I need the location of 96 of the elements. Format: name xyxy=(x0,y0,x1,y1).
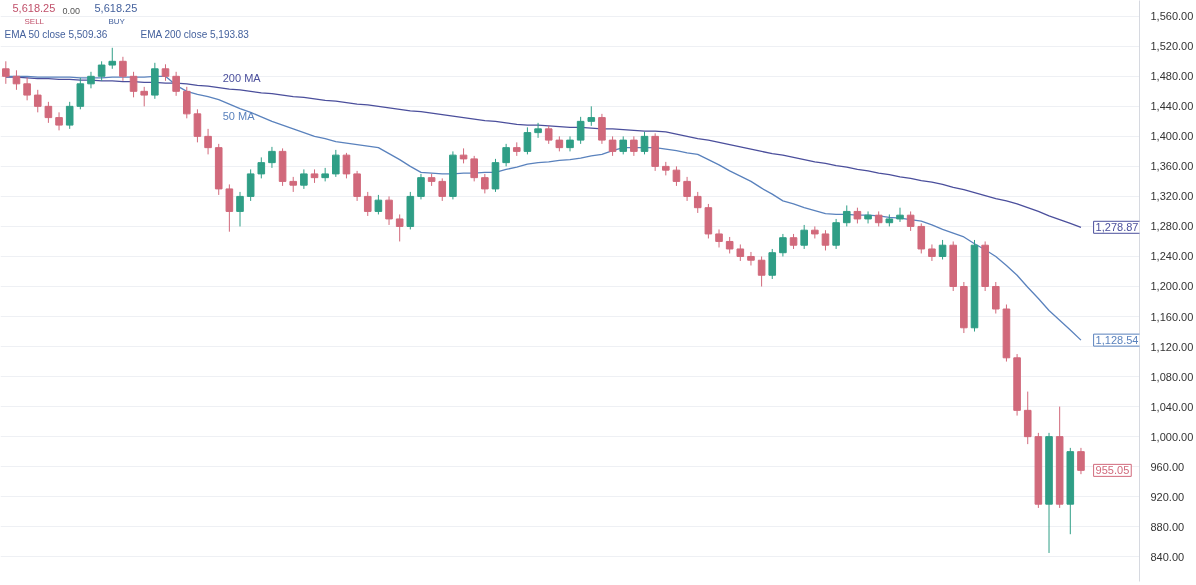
candlestick xyxy=(108,47,117,70)
candlestick xyxy=(470,155,478,182)
candlestick xyxy=(821,229,830,251)
series-label: 200 MA xyxy=(222,71,262,84)
candlestick xyxy=(140,86,149,107)
candlestick xyxy=(481,173,489,194)
candlestick xyxy=(97,60,106,82)
candlestick xyxy=(129,71,138,98)
candlestick xyxy=(768,248,777,280)
candlestick xyxy=(172,71,180,97)
candlestick xyxy=(991,281,1000,315)
candlestick xyxy=(33,89,42,113)
candlestick xyxy=(2,60,10,85)
candlestick xyxy=(832,218,840,250)
annotation: EMA 200 close 5,193.83 xyxy=(140,28,250,40)
y-tick-label: 1,520.00 xyxy=(1150,40,1194,53)
annotation: 5,618.25 xyxy=(94,1,138,14)
candlestick xyxy=(225,183,234,233)
candlestick xyxy=(193,108,202,143)
y-tick-label: 1,080.00 xyxy=(1150,370,1194,383)
candlestick xyxy=(1077,447,1085,475)
candlestick xyxy=(938,239,947,260)
candlestick xyxy=(55,111,63,131)
candlestick xyxy=(587,105,596,127)
candlestick xyxy=(44,101,53,124)
candlestick xyxy=(342,152,351,179)
series-label: 50 MA xyxy=(222,109,256,122)
candlestick xyxy=(534,122,542,139)
candlestick xyxy=(896,207,904,223)
candlestick xyxy=(236,191,244,227)
candlestick xyxy=(619,135,628,155)
y-tick-label: 920.00 xyxy=(1150,490,1185,503)
candlestick xyxy=(395,213,404,242)
candlestick xyxy=(842,204,851,227)
y-tick-label: 1,200.00 xyxy=(1150,280,1194,293)
y-tick-label: 1,240.00 xyxy=(1150,250,1194,263)
y-tick-label: 1,560.00 xyxy=(1150,10,1194,23)
annotation: BUY xyxy=(108,16,126,26)
candlestick xyxy=(257,156,266,179)
annotation: SELL xyxy=(24,16,45,26)
annotation: 5,618.25 xyxy=(12,1,56,14)
candlestick xyxy=(76,77,85,110)
candlestick xyxy=(576,116,585,145)
text: 1,128.54 xyxy=(1095,334,1139,347)
candlestick xyxy=(598,113,606,145)
candlestick xyxy=(672,165,681,187)
candlestick xyxy=(864,210,872,224)
candlestick xyxy=(800,224,808,250)
y-tick-label: 960.00 xyxy=(1150,460,1185,473)
candlestick xyxy=(246,168,255,202)
candlestick xyxy=(374,194,383,215)
annotation: EMA 50 close 5,509.36 xyxy=(4,28,108,40)
y-tick-label: 1,440.00 xyxy=(1150,100,1194,113)
candlestick xyxy=(779,233,787,257)
candlestick xyxy=(523,126,532,155)
y-tick-label: 880.00 xyxy=(1150,520,1185,533)
text: 1,278.87 xyxy=(1095,221,1139,234)
candlestick xyxy=(87,71,95,89)
candlestick xyxy=(630,135,638,157)
y-tick-label: 1,000.00 xyxy=(1150,430,1194,443)
candlestick xyxy=(119,56,127,82)
candlestick xyxy=(544,125,553,145)
candlestick xyxy=(65,101,74,130)
candlestick xyxy=(182,86,191,119)
y-tick-label: 1,320.00 xyxy=(1150,190,1194,203)
y-tick-label: 1,480.00 xyxy=(1150,70,1194,83)
y-tick-label: 840.00 xyxy=(1150,550,1185,563)
candlestick xyxy=(438,177,447,202)
y-tick-label: 1,040.00 xyxy=(1150,400,1194,413)
candlestick xyxy=(693,191,702,214)
candlestick xyxy=(385,195,393,226)
y-tick-label: 1,120.00 xyxy=(1150,340,1194,353)
candlestick xyxy=(640,131,649,155)
candlestick xyxy=(906,210,915,232)
candlestick xyxy=(417,173,425,200)
candlestick xyxy=(715,228,723,248)
candlestick xyxy=(23,77,31,101)
candlestick xyxy=(300,168,308,190)
candlestick xyxy=(928,243,936,262)
candlestick xyxy=(332,149,340,178)
annotation: 0.00 xyxy=(62,5,81,16)
candlestick xyxy=(204,128,212,155)
candlestick xyxy=(757,255,766,287)
y-tick-label: 1,160.00 xyxy=(1150,310,1194,323)
text: 955.05 xyxy=(1095,464,1130,477)
candlestick xyxy=(502,143,510,167)
y-tick-label: 1,360.00 xyxy=(1150,160,1194,173)
candlestick xyxy=(353,170,361,202)
candlestick xyxy=(363,191,372,217)
candlestick xyxy=(268,146,276,169)
candlestick xyxy=(683,176,691,202)
y-tick-label: 1,280.00 xyxy=(1150,220,1194,233)
candlestick xyxy=(917,222,926,254)
candlestick xyxy=(747,251,755,266)
y-tick-label: 1,400.00 xyxy=(1150,130,1194,143)
candlestick xyxy=(608,135,617,157)
